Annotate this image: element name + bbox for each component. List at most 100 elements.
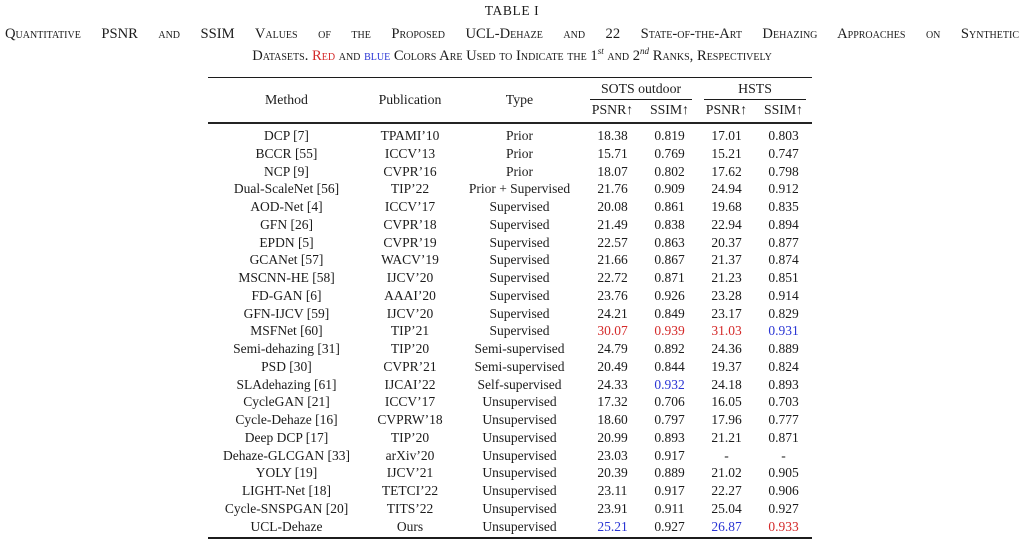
method-cell: FD-GAN [6] [251,287,322,303]
ssim-sots-cell: 0.769 [654,145,685,161]
psnr-hsts-cell: 19.37 [711,358,742,374]
column-header-method: Method [208,77,365,124]
method-cell: YOLY [19] [255,465,318,481]
ssim-sots-cell: 0.926 [654,287,685,303]
ssim-sots-cell: 0.892 [654,341,685,356]
psnr-hsts-cell: 23.28 [711,287,742,303]
table-head: Method Publication Type SOTS outdoor HST… [208,77,813,124]
ssim-hsts-cell: 0.703 [768,394,799,410]
type-cell: Prior [506,128,533,143]
publication-cell: CVPRW’18 [377,412,443,427]
ssim-hsts-cell: 0.803 [768,128,799,143]
metric-header-psnr-hsts: PSNR↑ [698,100,756,124]
psnr-sots-cell: 21.76 [597,181,628,197]
publication-cell: CVPR’16 [383,163,437,179]
table-row: DCP [7] TPAMI’10 Prior 18.38 0.819 17.01 0.803 [208,123,812,145]
publication-cell: Ours [396,518,424,534]
method-cell: NCP [9] [264,163,309,179]
psnr-hsts-cell: 17.01 [711,128,742,143]
ssim-sots-cell: 0.893 [654,429,685,445]
psnr-sots-cell: 18.07 [597,163,628,179]
caption-segment: blue [364,48,391,64]
ssim-hsts-cell: 0.933 [768,518,799,534]
publication-cell: CVPR’19 [383,234,437,250]
ssim-sots-cell: 0.889 [654,465,685,481]
caption-segment: Quantitative PSNR and SSIM Values of the… [5,26,1019,42]
ssim-sots-cell: 0.797 [654,412,685,427]
psnr-hsts-cell: 17.62 [711,163,742,179]
type-cell: Unsupervised [482,465,557,481]
method-cell: Cycle-Dehaze [16] [235,412,338,427]
psnr-sots-cell: 18.60 [597,412,628,427]
metric-header-psnr-sots: PSNR↑ [584,100,641,124]
caption-superscript: st [597,46,604,57]
type-cell: Self-supervised [477,376,562,392]
caption-segment: Datasets. [252,48,313,64]
table-row: Dehaze-GLCGAN [33] arXiv’20 Unsupervised 23… [208,447,812,465]
psnr-hsts-cell: 25.04 [711,500,742,516]
ssim-hsts-cell: - [781,447,786,463]
publication-cell: ICCV’17 [384,199,436,214]
method-cell: DCP [7] [264,128,309,143]
psnr-hsts-cell: 22.27 [711,483,742,498]
psnr-hsts-cell: 15.21 [711,145,742,161]
psnr-hsts-cell: 31.03 [711,323,742,339]
psnr-sots-cell: 25.21 [597,518,628,534]
group-header-hsts-label: HSTS [704,81,807,100]
psnr-hsts-cell: 21.37 [711,252,742,268]
psnr-hsts-cell: 24.36 [711,341,742,356]
ssim-hsts-cell: 0.835 [768,199,799,214]
type-cell: Unsupervised [482,447,557,463]
psnr-sots-cell: 23.91 [597,500,628,516]
method-cell: LIGHT-Net [18] [241,483,332,498]
psnr-sots-cell: 15.71 [597,145,628,161]
ssim-hsts-cell: 0.829 [768,305,799,321]
publication-cell: IJCV’21 [386,465,434,481]
publication-cell: IJCAI’22 [384,376,436,392]
psnr-sots-cell: 17.32 [597,394,628,410]
type-cell: Supervised [489,216,550,232]
caption-line: Quantitative PSNR and SSIM Values of the… [5,23,1019,45]
ssim-sots-cell: 0.917 [654,483,685,498]
method-cell: GCANet [57] [249,252,324,268]
method-cell: UCL-Dehaze [250,518,323,534]
psnr-sots-cell: 21.49 [597,216,628,232]
psnr-hsts-cell: 20.37 [711,234,742,250]
publication-cell: TIP’20 [390,341,430,356]
method-cell: Dehaze-GLCGAN [33] [222,447,351,463]
method-cell: EPDN [5] [259,234,314,250]
ssim-hsts-cell: 0.931 [768,323,799,339]
ssim-sots-cell: 0.927 [654,518,685,534]
table-row: GFN-IJCV [59] IJCV’20 Supervised 24.21 0.849… [208,305,812,323]
ssim-hsts-cell: 0.927 [768,500,799,516]
method-cell: MSFNet [60] [250,323,323,339]
publication-cell: ICCV’17 [384,394,436,410]
ssim-sots-cell: 0.802 [654,163,685,179]
type-cell: Prior [506,163,533,179]
table-row: Semi-dehazing [31] TIP’20 Semi-supervised 2… [208,340,812,358]
psnr-hsts-cell: 17.96 [711,412,742,427]
caption-line: Datasets. Red and blue Colors Are Used t… [5,45,1019,67]
ssim-sots-cell: 0.849 [654,305,685,321]
method-cell: Deep DCP [17] [244,429,329,445]
table-row: NCP [9] CVPR’16 Prior 18.07 0.802 17.62 0.798 [208,163,812,181]
publication-cell: IJCV’20 [386,270,434,285]
publication-cell: TETCI’22 [381,483,439,498]
ssim-sots-cell: 0.909 [654,181,685,197]
ssim-sots-cell: 0.863 [654,234,685,250]
psnr-sots-cell: 24.33 [597,376,628,392]
metric-header-row: PSNR↑ SSIM↑ PSNR↑ SSIM↑ [208,100,813,124]
table-row: LIGHT-Net [18] TETCI’22 Unsupervised 23.11 0… [208,482,812,500]
type-cell: Unsupervised [482,518,557,534]
type-cell: Prior [506,145,533,161]
caption-segment: and [335,48,365,64]
ssim-sots-cell: 0.838 [654,216,685,232]
group-header-row: Method Publication Type SOTS outdoor HST… [208,77,812,124]
table-row: Cycle-Dehaze [16] CVPRW’18 Unsupervised 18.… [208,411,812,429]
ssim-hsts-cell: 0.894 [768,216,799,232]
publication-cell: TIP’22 [390,181,430,197]
column-header-publication: Publication [365,77,455,124]
ssim-sots-cell: 0.932 [654,376,685,392]
publication-cell: WACV’19 [381,252,439,268]
